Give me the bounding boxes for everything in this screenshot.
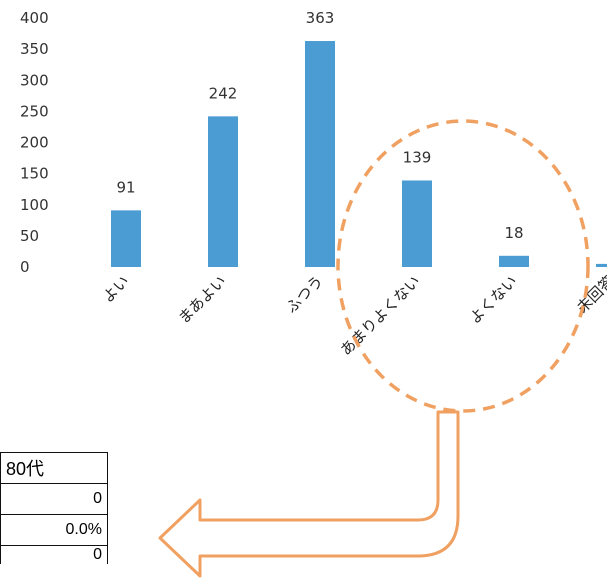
y-tick-label: 0 <box>20 258 30 276</box>
pointer-arrow <box>158 410 460 578</box>
y-tick-label: 300 <box>20 71 49 89</box>
table-cell: 0 <box>0 545 108 564</box>
x-tick-label: ふつう <box>282 272 327 317</box>
y-tick-label: 150 <box>20 165 49 183</box>
partial-table: 80代 0 0.0% 0 <box>0 452 108 564</box>
data-label: 242 <box>209 84 238 102</box>
x-tick-label: まあよい <box>175 272 230 327</box>
x-axis-labels: よい まあよい ふつう あまりよくない よくない 未回答 <box>99 272 607 359</box>
data-label: 139 <box>403 148 432 166</box>
bar <box>111 210 141 267</box>
bars <box>111 41 607 267</box>
y-tick-label: 400 <box>20 9 49 27</box>
table-cell: 0.0% <box>0 514 108 546</box>
y-tick-label: 350 <box>20 40 49 58</box>
data-label: 18 <box>504 224 523 242</box>
x-tick-label: よくない <box>466 272 521 327</box>
y-tick-label: 100 <box>20 196 49 214</box>
data-label: 91 <box>116 178 135 196</box>
y-tick-label: 50 <box>20 227 39 245</box>
bar <box>402 180 432 267</box>
y-axis: 400 350 300 250 200 150 100 50 0 <box>20 9 49 276</box>
data-label: 363 <box>306 9 335 27</box>
x-tick-label: 未回答 <box>573 272 607 317</box>
y-tick-label: 200 <box>20 134 49 152</box>
data-labels: 91242363139185 <box>116 9 607 250</box>
table-header: 80代 <box>0 452 108 484</box>
y-tick-label: 250 <box>20 102 49 120</box>
bar <box>305 41 335 267</box>
bar <box>596 263 607 267</box>
x-tick-label: あまりよくない <box>337 272 424 359</box>
bar <box>208 116 238 267</box>
table-cell: 0 <box>0 483 108 515</box>
bar <box>499 255 529 267</box>
x-tick-label: よい <box>99 272 133 306</box>
highlight-circle <box>336 119 590 413</box>
